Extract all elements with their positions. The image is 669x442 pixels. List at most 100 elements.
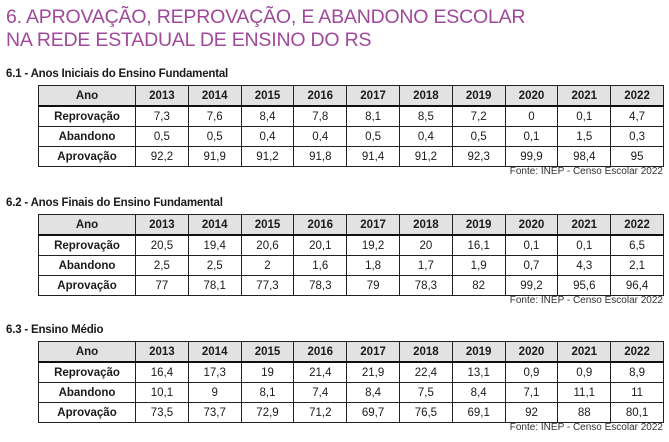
table-cell: 95: [610, 146, 664, 167]
table-cell: 8,4: [240, 105, 295, 127]
header-cell-year: 2021: [557, 214, 612, 236]
header-cell-year: 2014: [187, 85, 242, 107]
table-cell: 0,5: [135, 126, 189, 147]
table-cell: 11,1: [557, 382, 612, 403]
header-cell-year: 2021: [557, 85, 612, 107]
row-label: Aprovação: [38, 275, 136, 296]
data-table: Ano 2013 2014 2015 2016 2017 2018 2019 2020 2021 2…: [38, 341, 664, 423]
table-cell: 91,2: [398, 146, 453, 167]
section-anos-iniciais: 6.1 - Anos Iniciais do Ensino Fundamenta…: [6, 67, 664, 177]
table-cell: 77,3: [240, 275, 295, 296]
table-row: Abandono 2,5 2,5 2 1,6 1,8 1,7 1,9 0,7 4,3 2,1: [38, 255, 664, 276]
page-title-line-1: 6. APROVAÇÃO, REPROVAÇÃO, E ABANDONO ESC…: [6, 6, 526, 28]
table-cell: 79: [346, 275, 400, 296]
header-cell-year: 2015: [240, 214, 295, 236]
section-anos-finais: 6.2 - Anos Finais do Ensino Fundamental …: [6, 196, 664, 306]
header-cell-year: 2013: [135, 341, 189, 363]
table-cell: 4,3: [557, 255, 612, 276]
table-cell: 80,1: [610, 402, 664, 423]
header-cell-ano: Ano: [38, 214, 136, 236]
table-row: Reprovação 7,3 7,6 8,4 7,8 8,1 8,5 7,2 0 0,1 4,7: [38, 105, 664, 127]
table-cell: 73,7: [187, 402, 242, 423]
table-cell: 8,1: [240, 382, 295, 403]
table-cell: 1,8: [346, 255, 400, 276]
row-label: Reprovação: [38, 234, 136, 256]
header-cell-year: 2014: [187, 341, 242, 363]
table-cell: 10,1: [135, 382, 189, 403]
table-cell: 19,4: [187, 234, 242, 256]
table-header-row: Ano 2013 2014 2015 2016 2017 2018 2019 2020 2021 2…: [38, 214, 664, 236]
table-cell: 0,1: [504, 234, 559, 256]
table-row: Reprovação 16,4 17,3 19 21,4 21,9 22,4 13,1 0,9 0…: [38, 361, 664, 383]
row-label: Abandono: [38, 382, 136, 403]
table-cell: 0: [504, 105, 559, 127]
header-cell-year: 2019: [451, 341, 506, 363]
table-cell: 2,1: [610, 255, 664, 276]
page-title-line-2: NA REDE ESTADUAL DE ENSINO DO RS: [6, 29, 372, 51]
header-cell-year: 2013: [135, 214, 189, 236]
table-cell: 7,8: [293, 105, 348, 127]
header-cell-year: 2018: [398, 85, 453, 107]
header-cell-year: 2020: [504, 85, 559, 107]
row-label: Reprovação: [38, 361, 136, 383]
table-cell: 78,1: [187, 275, 242, 296]
table-cell: 21,4: [293, 361, 348, 383]
row-label: Aprovação: [38, 146, 136, 167]
table-cell: 4,7: [610, 105, 664, 127]
table-cell: 21,9: [346, 361, 400, 383]
header-cell-year: 2014: [187, 214, 242, 236]
table-cell: 6,5: [610, 234, 664, 256]
table-cell: 77: [135, 275, 189, 296]
table-cell: 71,2: [293, 402, 348, 423]
table-cell: 20,6: [240, 234, 295, 256]
header-cell-year: 2018: [398, 214, 453, 236]
table-cell: 96,4: [610, 275, 664, 296]
table-cell: 76,5: [398, 402, 453, 423]
row-label: Abandono: [38, 126, 136, 147]
table-cell: 0,1: [504, 126, 559, 147]
row-label: Abandono: [38, 255, 136, 276]
table-cell: 72,9: [240, 402, 295, 423]
table-cell: 0,5: [451, 126, 506, 147]
table-cell: 7,6: [187, 105, 242, 127]
table-cell: 9: [187, 382, 242, 403]
table-cell: 8,1: [346, 105, 400, 127]
table-cell: 7,1: [504, 382, 559, 403]
header-cell-year: 2015: [240, 341, 295, 363]
table-cell: 8,4: [346, 382, 400, 403]
table-header-row: Ano 2013 2014 2015 2016 2017 2018 2019 2020 2021 2…: [38, 85, 664, 107]
table-cell: 99,9: [504, 146, 559, 167]
header-cell-year: 2022: [610, 214, 664, 236]
table-cell: 1,6: [293, 255, 348, 276]
table-cell: 0,4: [240, 126, 295, 147]
section-heading: 6.1 - Anos Iniciais do Ensino Fundamenta…: [6, 68, 229, 80]
table-cell: 0,1: [557, 105, 612, 127]
header-cell-year: 2022: [610, 341, 664, 363]
header-cell-year: 2018: [398, 341, 453, 363]
table-cell: 91,2: [240, 146, 295, 167]
data-table: Ano 2013 2014 2015 2016 2017 2018 2019 2020 2021 2…: [38, 214, 664, 296]
table-cell: 91,9: [187, 146, 242, 167]
table-row: Aprovação 77 78,1 77,3 78,3 79 78,3 82 99,2 95,6 9…: [38, 275, 664, 296]
source-note: Fonte: INEP - Censo Escolar 2022: [509, 422, 663, 433]
table-cell: 95,6: [557, 275, 612, 296]
table-cell: 2,5: [135, 255, 189, 276]
table-cell: 1,7: [398, 255, 453, 276]
header-cell-year: 2019: [451, 214, 506, 236]
table-cell: 7,5: [398, 382, 453, 403]
header-cell-year: 2013: [135, 85, 189, 107]
table-cell: 8,4: [451, 382, 506, 403]
table-cell: 0,9: [557, 361, 612, 383]
table-cell: 0,5: [346, 126, 400, 147]
table-cell: 11: [610, 382, 664, 403]
header-cell-year: 2017: [346, 85, 400, 107]
table-cell: 1,5: [557, 126, 612, 147]
table-cell: 7,2: [451, 105, 506, 127]
source-note: Fonte: INEP - Censo Escolar 2022: [509, 295, 663, 306]
row-label: Aprovação: [38, 402, 136, 423]
table-cell: 16,1: [451, 234, 506, 256]
table-row: Abandono 0,5 0,5 0,4 0,4 0,5 0,4 0,5 0,1 1,5 0,3: [38, 126, 664, 147]
table-row: Aprovação 73,5 73,7 72,9 71,2 69,7 76,5 69,1 92 8…: [38, 402, 664, 423]
header-cell-year: 2017: [346, 341, 400, 363]
header-cell-year: 2022: [610, 85, 664, 107]
